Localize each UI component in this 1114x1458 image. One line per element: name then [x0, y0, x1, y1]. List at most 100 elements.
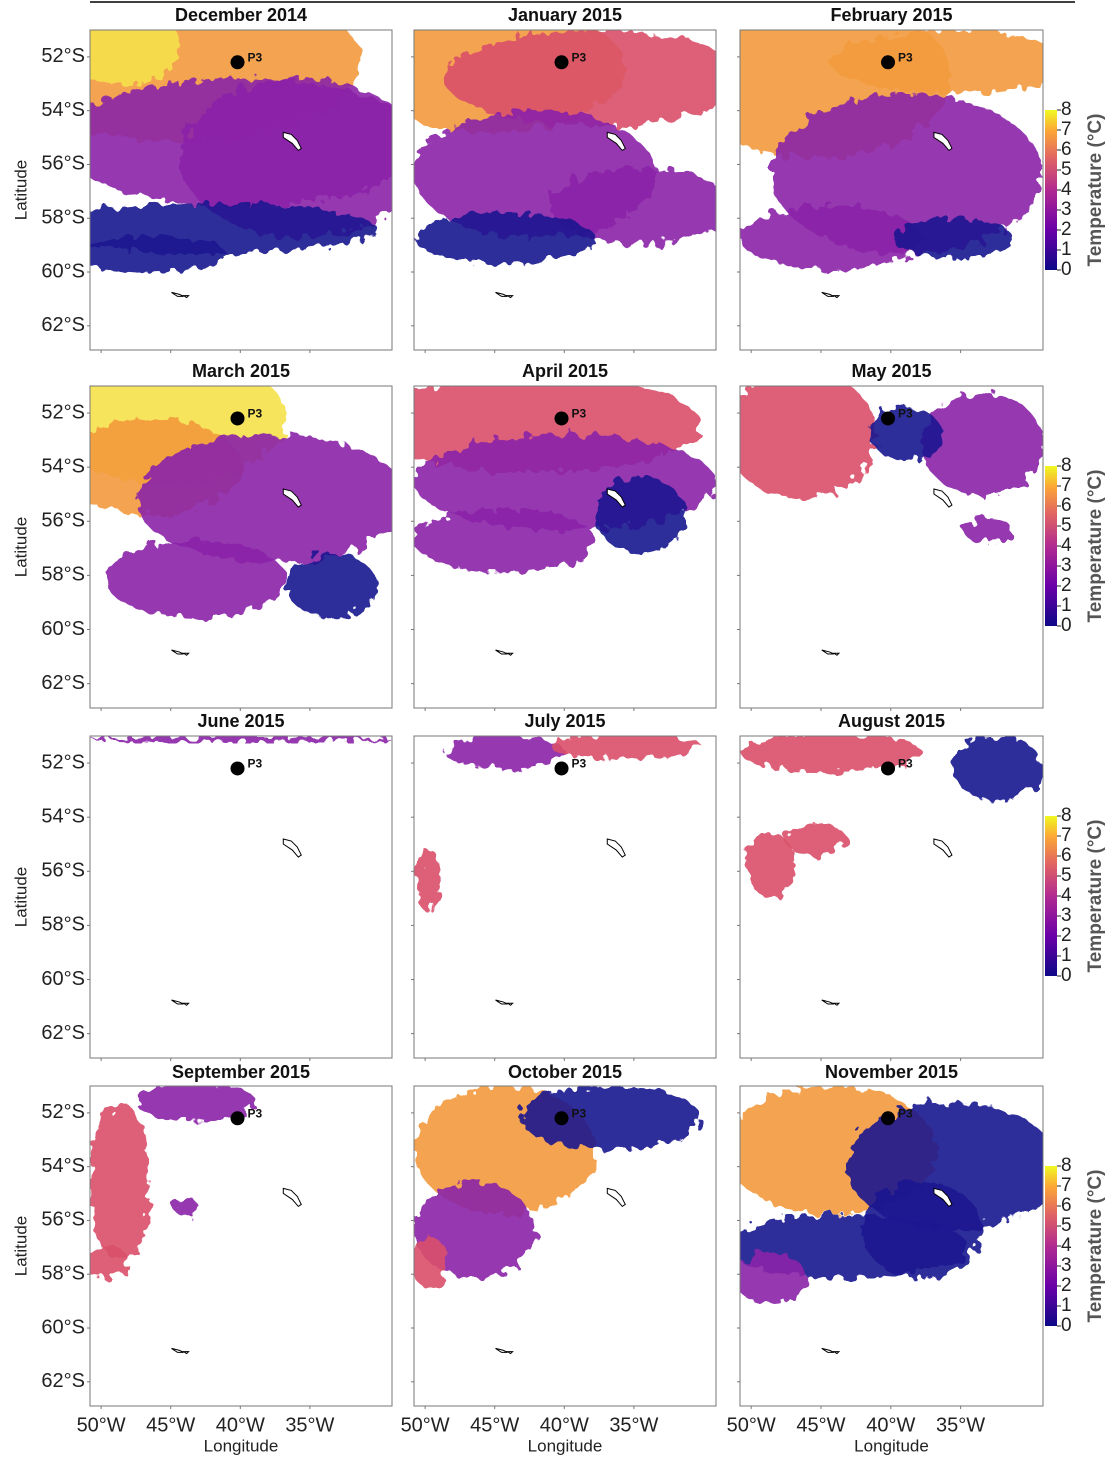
colorbar-tick-label: 7	[1061, 825, 1072, 846]
island	[933, 131, 953, 152]
colorbar-tick-label: 8	[1061, 99, 1072, 120]
island	[606, 1187, 626, 1208]
map-panel: November 2015 P3 50°W 45°W 40°W 35°W Longitude	[727, 1062, 1044, 1455]
map-panel: January 2015 P3	[411, 5, 717, 353]
sst-patch	[90, 736, 392, 743]
y-tick-label: 54°S	[41, 805, 85, 827]
sst-field	[90, 30, 392, 274]
colorbar-tick-label: 7	[1061, 475, 1072, 496]
colorbar-tick-label: 8	[1061, 805, 1072, 826]
island	[282, 1187, 302, 1208]
y-tick-label: 52°S	[41, 45, 85, 67]
sst-patch	[105, 540, 287, 618]
panel-title: January 2015	[508, 5, 622, 25]
sst-layer	[414, 1086, 701, 1288]
sst-field	[90, 386, 392, 618]
colorbar-tick-label: 5	[1061, 159, 1072, 180]
x-tick-label: 40°W	[216, 1414, 265, 1436]
panel-title: December 2014	[175, 5, 307, 25]
y-tick-label: 62°S	[41, 1022, 85, 1044]
station-label: P3	[898, 757, 913, 771]
station-label: P3	[898, 407, 913, 421]
y-tick-label: 52°S	[41, 1101, 85, 1123]
island	[933, 488, 953, 508]
station-label: P3	[248, 757, 263, 771]
y-tick-label: 62°S	[41, 1370, 85, 1392]
colorbar-tick-label: 2	[1061, 1275, 1072, 1296]
sst-patch	[830, 30, 1043, 94]
y-tick-label: 52°S	[41, 751, 85, 773]
sst-patch	[519, 1086, 701, 1150]
y-tick-label: 60°S	[41, 260, 85, 282]
sst-layer	[740, 30, 1043, 270]
colorbar-tick-label: 3	[1061, 905, 1072, 926]
panel-title: August 2015	[838, 711, 945, 731]
map-panel: April 2015 P3	[411, 361, 717, 711]
sst-patch	[891, 218, 1013, 258]
station-label: P3	[572, 757, 587, 771]
colorbar-tick-label: 1	[1061, 945, 1072, 966]
y-tick-label: 58°S	[41, 1263, 85, 1285]
island	[606, 488, 626, 508]
x-axis-label: Longitude	[204, 1436, 279, 1455]
station-label: P3	[572, 407, 587, 421]
colorbar-tick-label: 4	[1061, 1235, 1072, 1256]
panel-frame	[413, 735, 717, 1059]
colorbar-label: Temperature (°C)	[1085, 1170, 1106, 1323]
x-tick-label: 45°W	[470, 1414, 519, 1436]
y-tick-label: 60°S	[41, 968, 85, 990]
island	[495, 1347, 514, 1355]
sst-layer	[90, 386, 392, 618]
sst-patch	[740, 386, 877, 499]
colorbar-tick-label: 2	[1061, 925, 1072, 946]
island	[171, 1347, 190, 1355]
colorbar	[1045, 110, 1057, 270]
y-tick-label: 60°S	[41, 618, 85, 640]
panel-frame	[413, 385, 717, 709]
y-tick-label: 56°S	[41, 153, 85, 175]
station-marker	[881, 55, 896, 70]
y-tick-label: 62°S	[41, 672, 85, 694]
y-axis-label: Latitude	[11, 517, 30, 578]
map-panel: August 2015 P3	[737, 711, 1044, 1061]
sst-field	[90, 736, 392, 743]
panel-frame	[89, 1085, 393, 1407]
colorbar-tick-label: 0	[1061, 965, 1072, 986]
colorbar-tick-label: 4	[1061, 885, 1072, 906]
y-tick-label: 60°S	[41, 1316, 85, 1338]
map-panel: September 2015 P3 52°S 54°S 56°S 58°S 60°S 62°S…	[11, 1062, 393, 1455]
sst-layer	[414, 386, 716, 573]
sst-patch	[549, 736, 701, 759]
colorbar-tick-label: 2	[1061, 219, 1072, 240]
sst-layer	[740, 386, 1043, 544]
colorbar-tick-label: 4	[1061, 535, 1072, 556]
map-panel: December 2014 P3 52°S 54°S 56°S 58°S 60°S 62°S L…	[11, 5, 393, 353]
colorbar-tick-label: 5	[1061, 1215, 1072, 1236]
station-marker	[554, 55, 569, 70]
y-axis-label: Latitude	[11, 867, 30, 928]
x-tick-label: 50°W	[401, 1414, 450, 1436]
sst-patch	[417, 848, 442, 914]
x-tick-label: 40°W	[540, 1414, 589, 1436]
colorbar-tick-label: 3	[1061, 199, 1072, 220]
panel-frame	[739, 385, 1044, 709]
colorbar-tick-label: 7	[1061, 1175, 1072, 1196]
station-marker	[881, 761, 896, 776]
sst-patch	[135, 434, 392, 564]
y-tick-label: 62°S	[41, 314, 85, 336]
island	[171, 649, 190, 656]
colorbar-tick-label: 8	[1061, 1155, 1072, 1176]
sst-layer	[414, 30, 716, 264]
sst-patch	[549, 167, 716, 245]
island	[933, 1187, 953, 1208]
sst-patch	[174, 1198, 199, 1218]
y-tick-label: 52°S	[41, 401, 85, 423]
sst-patch	[785, 822, 847, 856]
sst-field	[740, 386, 1043, 544]
station-marker	[230, 411, 245, 426]
colorbar-tick-label: 6	[1061, 845, 1072, 866]
island	[821, 649, 841, 656]
station-marker	[554, 1111, 569, 1126]
sst-patch	[444, 736, 565, 769]
sst-layer	[740, 736, 1043, 897]
